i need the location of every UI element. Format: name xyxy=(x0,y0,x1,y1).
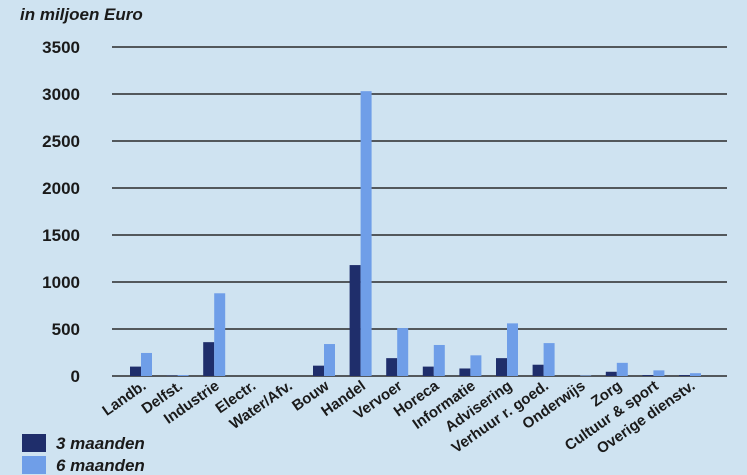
legend-label-6-maanden: 6 maanden xyxy=(56,456,145,475)
legend-label-3-maanden: 3 maanden xyxy=(56,434,145,453)
bar-3-maanden xyxy=(313,365,324,376)
bar-6-maanden xyxy=(214,293,226,376)
gridlines xyxy=(112,46,727,377)
legend: 3 maanden 6 maanden xyxy=(22,434,145,475)
bar-3-maanden xyxy=(203,342,215,376)
y-axis-ticks: 0 500 1000 1500 2000 2500 3000 3500 xyxy=(42,38,80,386)
y-tick-label: 0 xyxy=(71,367,80,386)
bar-6-maanden xyxy=(177,375,189,376)
y-tick-label: 3500 xyxy=(42,38,80,57)
bars xyxy=(130,91,701,377)
x-tick-label: Landb. xyxy=(99,377,149,419)
bar-3-maanden xyxy=(130,366,141,376)
bar-6-maanden xyxy=(616,362,628,376)
y-tick-label: 1000 xyxy=(42,273,80,292)
x-axis-ticks: Landb.Delfst.IndustrieElectr.Water/Afv.B… xyxy=(99,377,698,458)
bar-6-maanden xyxy=(543,343,555,376)
bar-6-maanden xyxy=(324,344,335,376)
bar-6-maanden xyxy=(653,370,665,376)
bar-3-maanden xyxy=(605,371,617,376)
bar-6-maanden xyxy=(507,323,518,376)
y-tick-label: 2500 xyxy=(42,132,80,151)
bar-6-maanden xyxy=(141,352,152,376)
bar-3-maanden xyxy=(386,358,398,376)
bar-6-maanden xyxy=(470,355,482,376)
bar-6-maanden xyxy=(690,373,701,376)
bar-3-maanden xyxy=(459,368,471,376)
bar-3-maanden xyxy=(532,364,544,376)
y-tick-label: 500 xyxy=(52,320,80,339)
legend-swatch-6-maanden xyxy=(22,456,46,474)
bar-6-maanden xyxy=(433,344,445,376)
bar-3-maanden xyxy=(642,375,654,376)
bar-3-maanden xyxy=(422,366,434,376)
bar-6-maanden xyxy=(397,328,409,376)
y-tick-label: 1500 xyxy=(42,226,80,245)
bar-6-maanden xyxy=(360,91,372,377)
y-axis-unit-label: in miljoen Euro xyxy=(20,5,143,24)
y-tick-label: 2000 xyxy=(42,179,80,198)
bar-3-maanden xyxy=(349,265,361,376)
bar-3-maanden xyxy=(496,358,507,376)
bar-3-maanden xyxy=(679,375,690,376)
y-tick-label: 3000 xyxy=(42,85,80,104)
legend-swatch-3-maanden xyxy=(22,434,46,452)
